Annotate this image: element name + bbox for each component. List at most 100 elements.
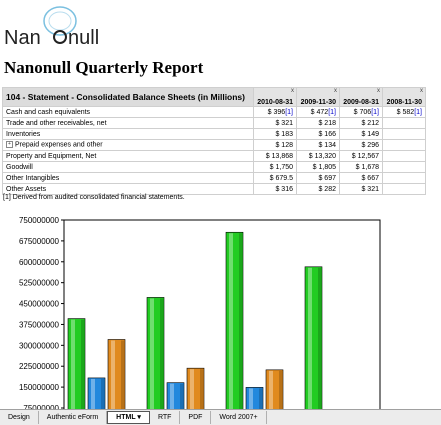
bar xyxy=(166,382,185,410)
row-label: Goodwill xyxy=(2,161,254,173)
bar xyxy=(146,297,165,410)
cell-value: $ 149 xyxy=(339,128,383,140)
cell-value: $ 321 xyxy=(253,117,297,129)
bar-highlight xyxy=(269,370,273,410)
bar-highlight xyxy=(229,233,233,410)
cell-value xyxy=(382,139,426,151)
cell-value: $ 1,805 xyxy=(296,161,340,173)
bar-shade xyxy=(121,340,124,410)
row-label: Inventories xyxy=(2,128,254,140)
column-header: x 2009-11-30 xyxy=(296,87,340,107)
table-row: Trade and other receivables, net $ 321 $… xyxy=(2,117,426,129)
bar xyxy=(245,387,264,410)
cell-value xyxy=(382,172,426,184)
bar-chart: 750000000 675000000 600000000 525000000 4500… xyxy=(19,216,381,410)
bar xyxy=(107,339,126,410)
row-label: + Prepaid expenses and other xyxy=(2,139,254,151)
cell-value: $ 296 xyxy=(339,139,383,151)
cell-value: $ 321 xyxy=(339,183,383,195)
row-label: Trade and other receivables, net xyxy=(2,117,254,129)
footnote-link[interactable]: [1] xyxy=(371,108,379,116)
y-tick-label: 600000000 xyxy=(19,258,60,267)
close-icon[interactable]: x xyxy=(334,88,337,94)
row-label: Cash and cash equivalents xyxy=(2,106,254,118)
table-header-row: 104 - Statement - Consolidated Balance S… xyxy=(2,87,426,107)
bar xyxy=(225,231,244,410)
cell-value: $ 316 xyxy=(253,183,297,195)
bar-highlight xyxy=(190,369,194,410)
footnote-link[interactable]: [1] xyxy=(414,108,422,116)
cell-value: $ 212 xyxy=(339,117,383,129)
logo-text-right: null xyxy=(68,27,99,49)
y-tick-label: 375000000 xyxy=(19,320,60,329)
bar-shade xyxy=(200,369,203,410)
row-label: Other Intangibles xyxy=(2,172,254,184)
bar-shade xyxy=(101,378,104,410)
view-tab-bar: Design Authentic eForm HTML ▾ RTF PDF Wo… xyxy=(0,409,441,425)
close-icon[interactable]: x xyxy=(420,88,423,94)
cell-value: $ 706[1] xyxy=(339,106,383,118)
bar-shade xyxy=(318,267,321,410)
cell-value xyxy=(382,150,426,162)
cell-value: $ 134 xyxy=(296,139,340,151)
y-tick-label: 300000000 xyxy=(19,341,60,350)
company-logo: Nan null xyxy=(2,4,112,54)
bar-shade xyxy=(160,298,163,410)
table-row: Other Assets $ 316 $ 282 $ 321 xyxy=(2,183,426,195)
bar-shade xyxy=(279,370,282,410)
close-icon[interactable]: x xyxy=(377,88,380,94)
tab-word-2007[interactable]: Word 2007+ xyxy=(211,411,267,424)
tab-rtf[interactable]: RTF xyxy=(150,411,181,424)
tab-design[interactable]: Design xyxy=(0,411,39,424)
bar-shade xyxy=(180,383,183,410)
bar-highlight xyxy=(71,319,75,410)
cell-value: $ 1,678 xyxy=(339,161,383,173)
y-tick-label: 675000000 xyxy=(19,237,60,246)
table-row: Cash and cash equivalents $ 396[1] $ 472… xyxy=(2,106,426,118)
y-tick-label: 750000000 xyxy=(19,216,60,225)
bar-highlight xyxy=(170,383,174,410)
column-header: x 2008-11-30 xyxy=(382,87,426,107)
tab-pdf[interactable]: PDF xyxy=(180,411,212,424)
page-title: Nanonull Quarterly Report xyxy=(4,58,204,77)
table-row: Inventories $ 183 $ 166 $ 149 xyxy=(2,128,426,140)
bar xyxy=(186,367,205,410)
footnote-link[interactable]: [1] xyxy=(285,108,293,116)
cell-value: $ 697 xyxy=(296,172,340,184)
bar xyxy=(265,369,284,410)
bar-highlight xyxy=(308,267,312,410)
cell-value: $ 582[1] xyxy=(382,106,426,118)
bar xyxy=(87,377,106,410)
row-label: Property and Equipment, Net xyxy=(2,150,254,162)
bar xyxy=(304,266,323,410)
bar-highlight xyxy=(91,378,95,410)
close-icon[interactable]: x xyxy=(291,88,294,94)
bar-highlight xyxy=(111,340,115,410)
bar-highlight xyxy=(150,298,154,410)
y-tick-label: 150000000 xyxy=(19,383,60,392)
footnote-link[interactable]: [1] xyxy=(328,108,336,116)
cell-value: $ 472[1] xyxy=(296,106,340,118)
cell-value: $ 128 xyxy=(253,139,297,151)
tab-html[interactable]: HTML ▾ xyxy=(107,411,150,424)
cell-value: $ 218 xyxy=(296,117,340,129)
cell-value: $ 1,750 xyxy=(253,161,297,173)
column-header: x 2009-08-31 xyxy=(339,87,383,107)
expand-toggle-icon[interactable]: + xyxy=(6,141,13,149)
table-row: Other Intangibles $ 679.5 $ 697 $ 667 xyxy=(2,172,426,184)
y-tick-label: 525000000 xyxy=(19,279,60,288)
row-label: Other Assets xyxy=(2,183,254,195)
tab-authentic-eform[interactable]: Authentic eForm xyxy=(39,411,108,424)
bar-shade xyxy=(259,388,262,410)
cell-value: $ 282 xyxy=(296,183,340,195)
bar xyxy=(67,318,86,410)
table-title: 104 - Statement - Consolidated Balance S… xyxy=(2,87,254,107)
footnote-text: [1] Derived from audited consolidated fi… xyxy=(3,194,185,201)
column-header: x 2010-08-31 xyxy=(253,87,297,107)
cell-value: $ 166 xyxy=(296,128,340,140)
cell-value xyxy=(382,128,426,140)
cell-value: $ 13,320 xyxy=(296,150,340,162)
cell-value: $ 679.5 xyxy=(253,172,297,184)
cell-value: $ 396[1] xyxy=(253,106,297,118)
bar-shade xyxy=(81,319,84,410)
